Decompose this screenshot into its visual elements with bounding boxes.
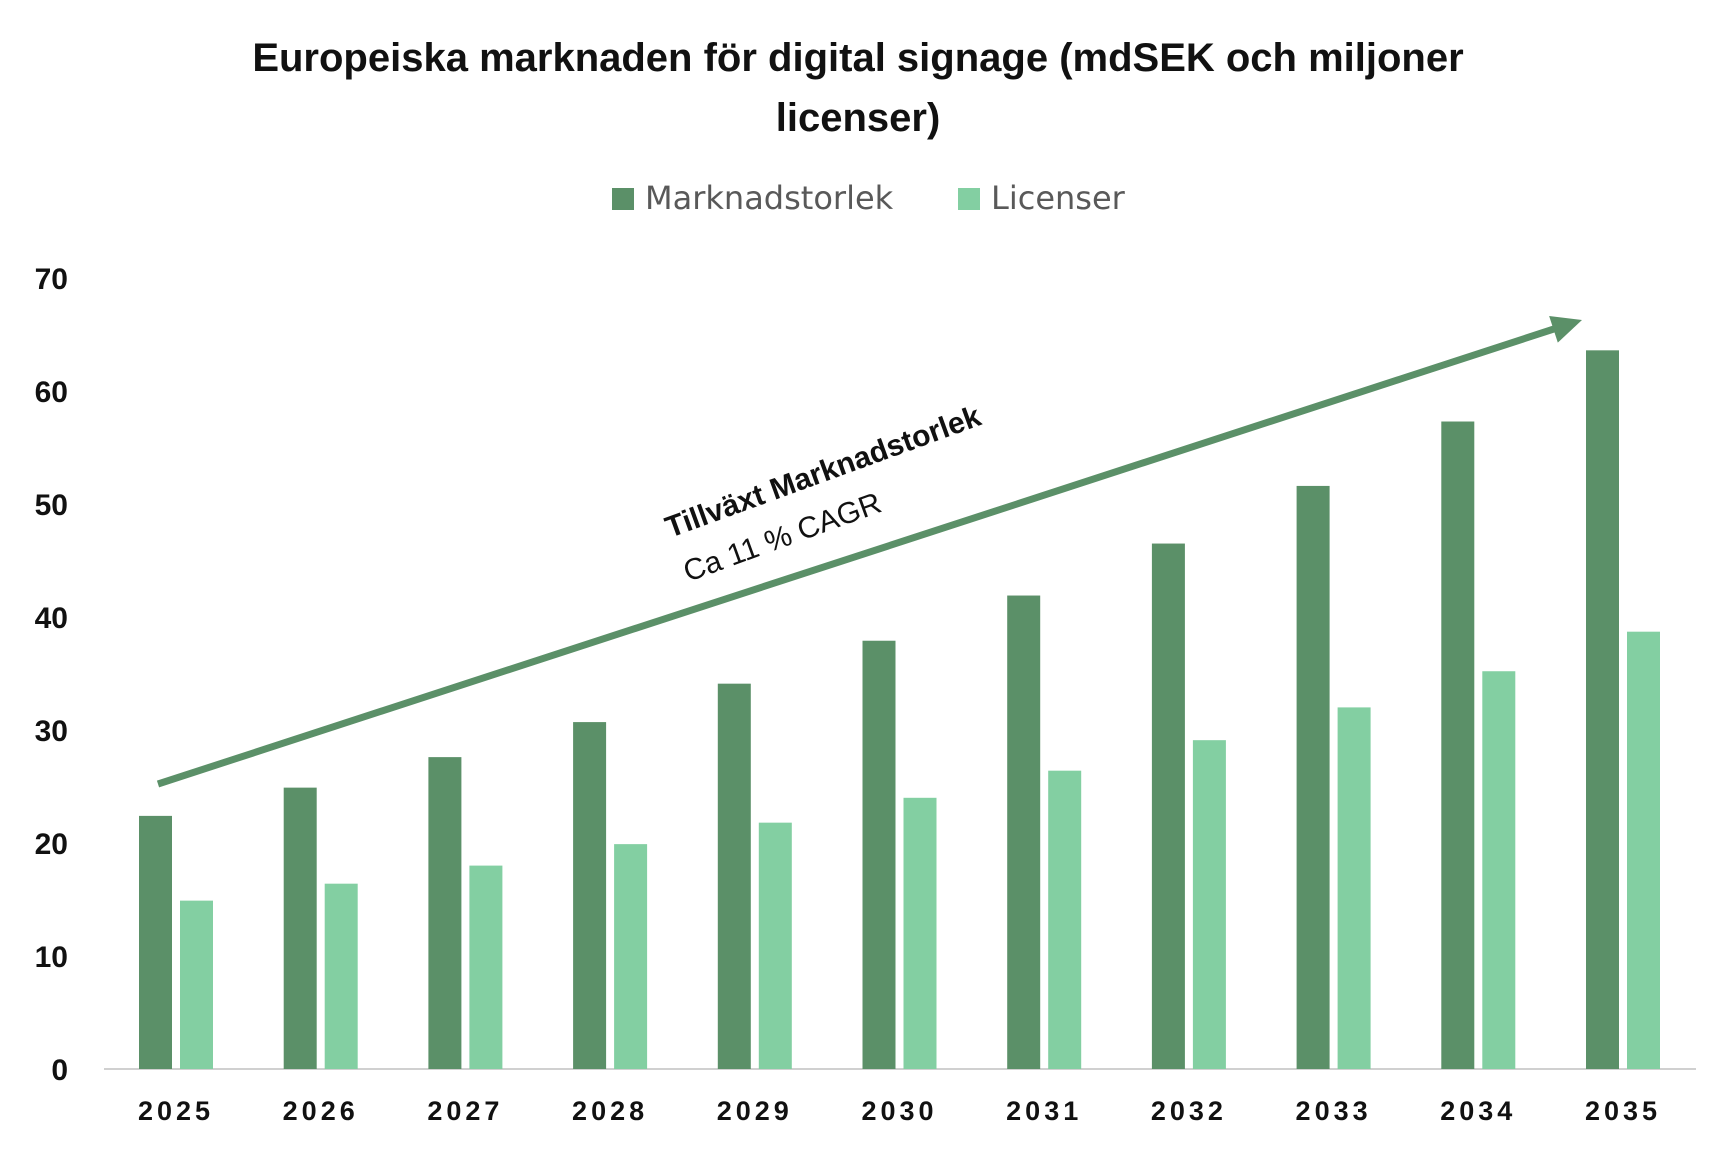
bar-licenser-2026	[324, 883, 358, 1069]
x-tick-label: 2034	[1440, 1096, 1516, 1126]
bar-marknadstorlek-2026	[283, 787, 317, 1069]
bar-marknadstorlek-2033	[1296, 485, 1330, 1069]
bar-licenser-2025	[180, 900, 213, 1069]
bar-licenser-2035	[1627, 631, 1660, 1069]
legend-label-marknadstorlek: Marknadstorlek	[645, 179, 894, 217]
y-tick-label: 50	[35, 489, 68, 522]
bar-marknadstorlek-2035	[1586, 350, 1619, 1069]
bar-marknadstorlek-2027	[428, 757, 462, 1069]
bar-marknadstorlek-2029	[717, 683, 751, 1069]
x-tick-label: 2026	[283, 1096, 359, 1126]
chart-title: Europeiska marknaden för digital signage…	[0, 28, 1716, 148]
y-tick-label: 70	[35, 263, 68, 296]
bar-licenser-2029	[758, 822, 792, 1069]
y-tick-label: 0	[51, 1054, 68, 1087]
bar-marknadstorlek-2025	[139, 815, 172, 1069]
y-tick-label: 10	[35, 941, 68, 974]
growth-arrow-head	[1549, 315, 1582, 343]
legend-swatch-licenser	[958, 188, 980, 210]
bar-marknadstorlek-2028	[573, 722, 607, 1069]
x-tick-label: 2029	[717, 1096, 793, 1126]
x-tick-label: 2035	[1585, 1096, 1661, 1126]
bar-marknadstorlek-2030	[862, 640, 896, 1069]
bar-marknadstorlek-2032	[1151, 543, 1185, 1069]
y-tick-label: 20	[35, 828, 68, 861]
x-tick-label: 2032	[1151, 1096, 1227, 1126]
bar-licenser-2034	[1482, 671, 1516, 1069]
legend-label-licenser: Licenser	[991, 179, 1126, 217]
x-tick-label: 2030	[861, 1096, 937, 1126]
x-tick-label: 2033	[1296, 1096, 1372, 1126]
bar-marknadstorlek-2031	[1007, 595, 1041, 1069]
y-tick-label: 60	[35, 376, 68, 409]
chart-title-line-1: Europeiska marknaden för digital signage…	[252, 36, 1464, 80]
y-tick-label: 30	[35, 715, 68, 748]
bar-licenser-2033	[1337, 707, 1371, 1069]
chart-title-line-2: licenser)	[775, 96, 941, 140]
legend-swatch-marknadstorlek	[612, 188, 634, 210]
x-tick-label: 2028	[572, 1096, 648, 1126]
x-tick-label: 2025	[138, 1096, 214, 1126]
x-tick-label: 2031	[1006, 1096, 1082, 1126]
bar-licenser-2027	[469, 865, 503, 1069]
y-tick-label: 40	[35, 602, 68, 635]
x-tick-label: 2027	[427, 1096, 503, 1126]
growth-arrow-line	[156, 323, 1562, 788]
bar-marknadstorlek-2034	[1441, 421, 1475, 1069]
bar-licenser-2032	[1192, 740, 1226, 1069]
bar-licenser-2031	[1048, 770, 1082, 1069]
bar-licenser-2030	[903, 797, 937, 1069]
bar-licenser-2028	[614, 844, 648, 1069]
